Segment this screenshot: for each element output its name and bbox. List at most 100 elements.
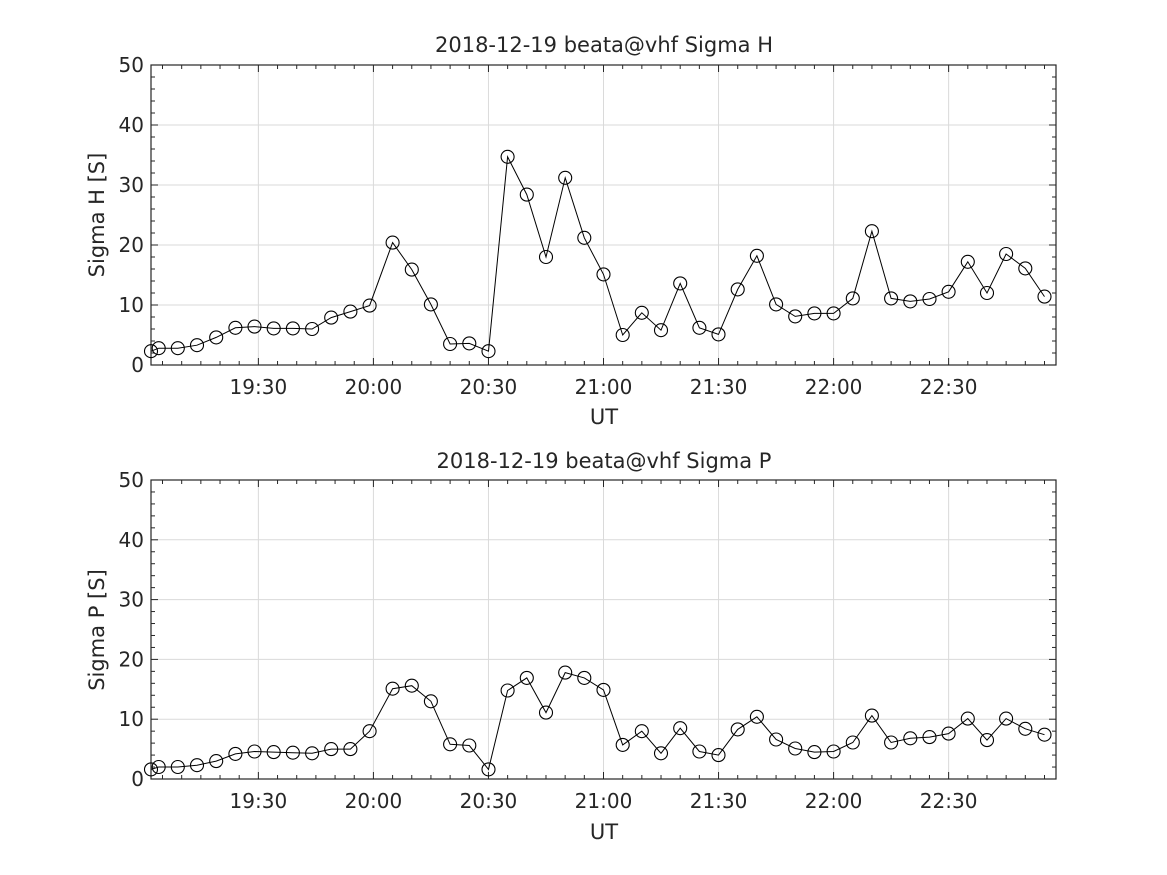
- data-series: [143, 149, 1052, 359]
- data-point: [462, 738, 477, 753]
- data-point: [443, 737, 458, 752]
- data-point: [711, 327, 726, 342]
- data-point: [577, 230, 592, 245]
- data-point: [1018, 261, 1033, 276]
- y-axis-label: Sigma P [S]: [85, 569, 109, 691]
- data-point: [151, 341, 166, 356]
- data-point: [730, 722, 745, 737]
- data-point: [634, 724, 649, 739]
- data-point: [209, 330, 224, 345]
- data-point: [362, 298, 377, 313]
- y-tick-label: 20: [119, 233, 144, 257]
- x-tick-label: 20:00: [345, 789, 403, 813]
- data-point: [577, 670, 592, 685]
- data-point: [324, 310, 339, 325]
- data-point: [864, 224, 879, 239]
- data-point: [692, 320, 707, 335]
- data-point: [941, 284, 956, 299]
- data-point: [558, 665, 573, 680]
- data-point: [788, 309, 803, 324]
- x-tick-label: 21:30: [690, 789, 748, 813]
- data-point: [653, 746, 669, 761]
- y-tick-label: 20: [119, 647, 144, 671]
- plot-frame: [150, 64, 1057, 366]
- data-point: [247, 319, 262, 334]
- data-point: [404, 262, 419, 277]
- data-point: [285, 745, 300, 760]
- data-point: [481, 344, 496, 359]
- data-point: [1037, 727, 1052, 742]
- data-point: [519, 187, 534, 202]
- data-point: [960, 711, 975, 726]
- data-point: [653, 323, 669, 338]
- data-point: [305, 746, 320, 761]
- data-point: [519, 670, 534, 685]
- sigma-p-panel: 2018-12-19 beata@vhf Sigma P UT Sigma P …: [85, 449, 1057, 844]
- data-point: [266, 745, 281, 760]
- x-tick-label: 22:30: [920, 789, 978, 813]
- data-point: [305, 321, 320, 337]
- data-point: [960, 254, 975, 269]
- data-point: [730, 282, 745, 297]
- data-point: [673, 721, 688, 736]
- chart-title: 2018-12-19 beata@vhf Sigma P: [437, 449, 772, 473]
- data-point: [711, 748, 726, 763]
- x-axis-label: UT: [590, 405, 618, 429]
- data-point: [404, 678, 419, 693]
- data-point: [826, 306, 841, 321]
- data-point: [941, 726, 956, 741]
- data-point: [362, 724, 377, 739]
- ticks: 0 10 20 30 40 50 19:30 20:00 20:30 21:00 21:30 22:0…: [119, 468, 1056, 813]
- y-tick-label: 50: [119, 53, 144, 77]
- x-axis-label: UT: [590, 820, 618, 844]
- plot-frame: [150, 479, 1057, 780]
- data-point: [999, 246, 1014, 262]
- data-point: [247, 744, 262, 759]
- grid-lines: [151, 65, 1056, 365]
- data-point: [170, 759, 185, 775]
- data-point: [596, 682, 611, 697]
- data-point: [903, 294, 918, 309]
- data-point: [423, 297, 438, 312]
- data-point: [143, 762, 159, 777]
- data-point: [922, 730, 937, 745]
- x-tick-label: 20:30: [460, 789, 518, 813]
- data-point: [979, 285, 995, 301]
- data-point: [903, 731, 918, 746]
- x-tick-label: 21:00: [575, 375, 633, 399]
- ticks: 0 10 20 30 40 50 19:30 20:00 20:30 21:00 21:30 22:0…: [119, 53, 1056, 399]
- data-point: [538, 249, 554, 265]
- data-point: [343, 304, 358, 319]
- data-point: [884, 291, 899, 306]
- data-point: [189, 338, 205, 353]
- data-point: [749, 248, 764, 263]
- data-point: [692, 744, 707, 759]
- y-tick-label: 10: [119, 293, 144, 317]
- data-point: [864, 708, 879, 723]
- data-point: [189, 758, 205, 773]
- data-point: [807, 306, 822, 321]
- series-line: [150, 155, 1045, 352]
- data-point: [443, 336, 458, 352]
- data-point: [462, 336, 477, 351]
- data-point: [999, 711, 1014, 726]
- data-point: [481, 762, 496, 777]
- data-point: [423, 694, 438, 709]
- data-point: [807, 745, 822, 760]
- data-point: [228, 746, 243, 761]
- data-point: [151, 759, 166, 775]
- data-point: [845, 291, 860, 306]
- x-tick-label: 21:00: [575, 789, 633, 813]
- data-point: [500, 149, 515, 164]
- data-point: [884, 735, 899, 750]
- data-point: [673, 276, 688, 291]
- data-point: [170, 341, 185, 356]
- data-point: [769, 297, 784, 312]
- x-tick-label: 22:00: [805, 789, 863, 813]
- data-point: [596, 267, 611, 282]
- data-point: [615, 327, 630, 343]
- data-point: [788, 741, 803, 756]
- y-tick-label: 10: [119, 707, 144, 731]
- data-point: [143, 344, 159, 359]
